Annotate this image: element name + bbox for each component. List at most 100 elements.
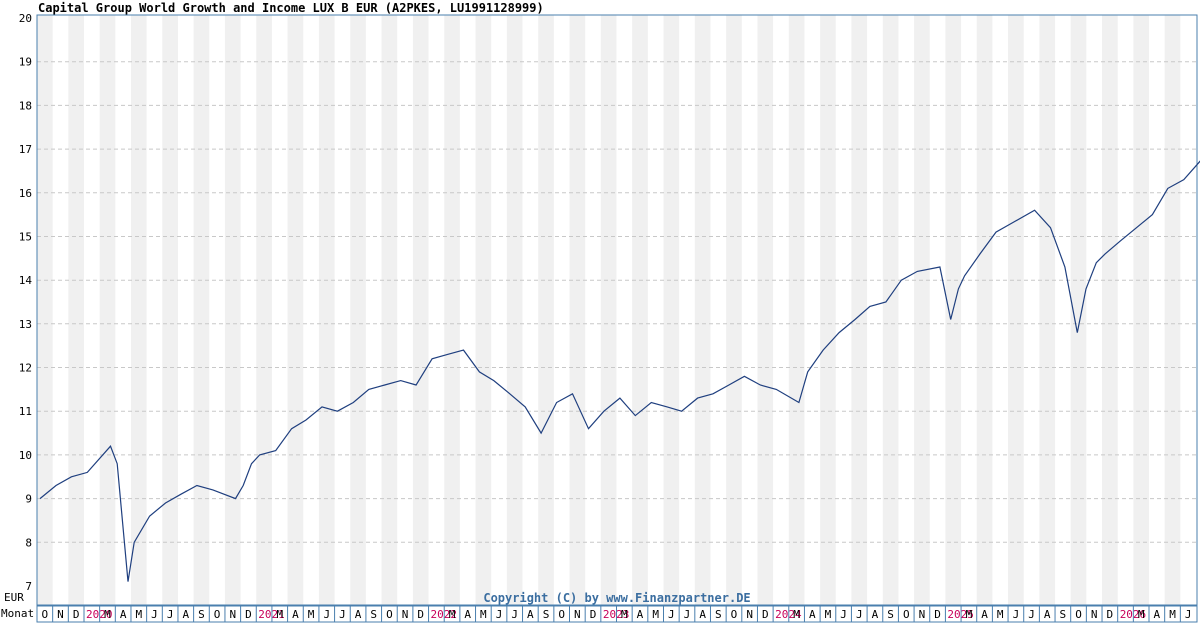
- month-label: M: [276, 608, 283, 621]
- month-band: [37, 15, 53, 605]
- price-line: [39, 160, 1200, 582]
- month-label: M: [480, 608, 487, 621]
- month-band: [256, 15, 272, 605]
- x-axis-label: Monat: [1, 607, 34, 620]
- month-band: [600, 15, 617, 605]
- y-tick-label: 13: [19, 318, 32, 331]
- month-label: J: [840, 608, 847, 621]
- y-tick-label: 11: [19, 405, 32, 418]
- month-band: [694, 15, 711, 605]
- month-label: J: [684, 608, 691, 621]
- month-label: J: [856, 608, 863, 621]
- month-label: D: [245, 608, 252, 621]
- month-label: A: [809, 608, 816, 621]
- month-band: [287, 15, 304, 605]
- month-label: A: [120, 608, 127, 621]
- month-label: S: [1060, 608, 1067, 621]
- month-band: [538, 15, 554, 605]
- month-label: M: [1138, 608, 1145, 621]
- y-tick-label: 10: [19, 449, 32, 462]
- month-label: M: [449, 608, 456, 621]
- month-band: [1164, 15, 1181, 605]
- month-label: J: [1013, 608, 1020, 621]
- month-label: A: [527, 608, 534, 621]
- month-band: [1102, 15, 1118, 605]
- y-tick-label: 12: [19, 362, 32, 375]
- month-band: [976, 15, 993, 605]
- month-label: M: [308, 608, 315, 621]
- month-label: O: [214, 608, 221, 621]
- month-band: [162, 15, 178, 605]
- month-label: D: [73, 608, 80, 621]
- month-label: M: [966, 608, 973, 621]
- month-label: O: [42, 608, 49, 621]
- month-label: O: [1075, 608, 1082, 621]
- month-band: [1008, 15, 1024, 605]
- month-label: D: [762, 608, 769, 621]
- month-band: [1133, 15, 1150, 605]
- month-band: [130, 15, 147, 605]
- month-band: [882, 15, 899, 605]
- month-label: O: [731, 608, 738, 621]
- month-band: [726, 15, 742, 605]
- month-label: N: [746, 608, 753, 621]
- month-band: [1039, 15, 1056, 605]
- month-label: O: [386, 608, 393, 621]
- y-tick-label: 7: [25, 580, 32, 593]
- month-label: J: [1185, 608, 1192, 621]
- plot-frame: [36, 14, 1198, 606]
- month-label: A: [1044, 608, 1051, 621]
- month-band: [663, 15, 680, 605]
- copyright-notice: Copyright (C) by www.Finanzpartner.DE: [483, 591, 750, 605]
- y-axis-ticks: 7 8 9 10 11 12 13 14 15 16 17 18 19 20: [19, 12, 33, 593]
- y-tick-label: 14: [19, 274, 33, 287]
- month-band: [506, 15, 523, 605]
- month-label: N: [57, 608, 64, 621]
- month-label: D: [934, 608, 941, 621]
- y-tick-label: 17: [19, 143, 32, 156]
- month-band: [914, 15, 930, 605]
- month-label: A: [1154, 608, 1161, 621]
- month-label: S: [715, 608, 722, 621]
- month-band: [757, 15, 774, 605]
- month-label: A: [699, 608, 706, 621]
- month-label: M: [793, 608, 800, 621]
- month-label: J: [339, 608, 346, 621]
- month-label: N: [919, 608, 926, 621]
- month-label: S: [198, 608, 205, 621]
- month-band: [99, 15, 116, 605]
- month-label: M: [104, 608, 111, 621]
- month-label: M: [997, 608, 1004, 621]
- month-band: [381, 15, 398, 605]
- month-band: [412, 15, 429, 605]
- month-band: [350, 15, 366, 605]
- month-label: J: [323, 608, 330, 621]
- month-band: [632, 15, 648, 605]
- month-label: J: [151, 608, 158, 621]
- month-label: M: [135, 608, 142, 621]
- y-tick-label: 15: [19, 231, 32, 244]
- month-label: J: [668, 608, 675, 621]
- month-axis: OND2020MAMJJASOND2021MAMJJASOND2022MAMJJ…: [36, 605, 1198, 623]
- y-tick-label: 18: [19, 99, 32, 112]
- month-label: N: [402, 608, 409, 621]
- month-label: M: [825, 608, 832, 621]
- y-tick-label: 19: [19, 56, 32, 69]
- y-tick-label: 8: [25, 536, 32, 549]
- month-label: S: [887, 608, 894, 621]
- month-label: J: [496, 608, 503, 621]
- y-axis-label: EUR: [4, 591, 24, 604]
- month-label: A: [292, 608, 299, 621]
- chart-title: Capital Group World Growth and Income LU…: [38, 1, 544, 15]
- month-band: [68, 15, 84, 605]
- month-label: A: [981, 608, 988, 621]
- month-band: [224, 15, 241, 605]
- month-label: N: [1091, 608, 1098, 621]
- month-label: S: [543, 608, 550, 621]
- month-band: [851, 15, 868, 605]
- month-label: M: [1169, 608, 1176, 621]
- month-label: D: [1107, 608, 1114, 621]
- month-label: J: [167, 608, 174, 621]
- month-label: J: [1028, 608, 1035, 621]
